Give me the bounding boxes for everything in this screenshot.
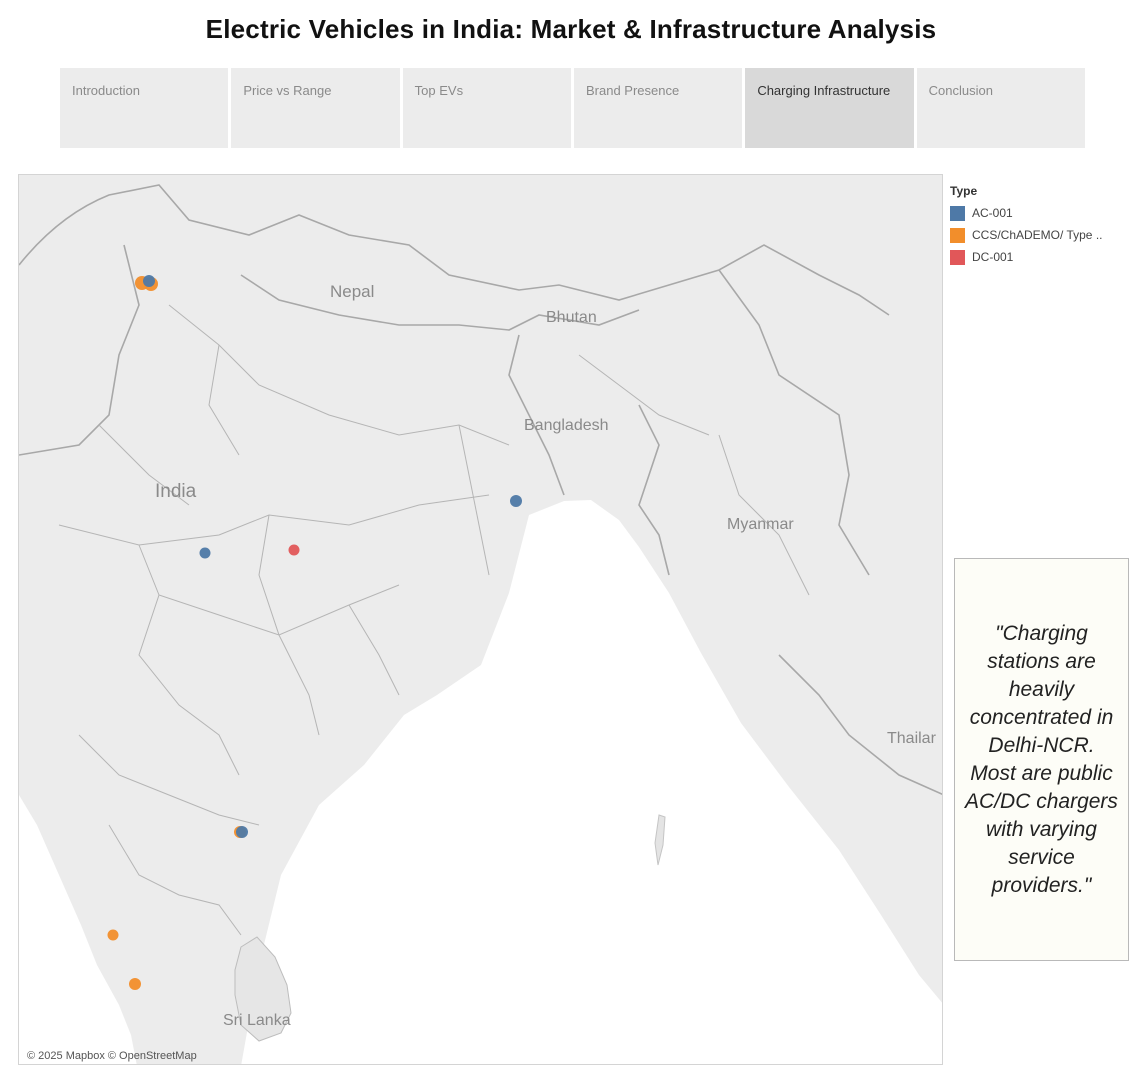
legend-item-ac-001[interactable]: AC-001 — [950, 202, 1130, 224]
legend-swatch — [950, 249, 965, 265]
country-label-bhutan: Bhutan — [546, 309, 597, 326]
type-legend: Type AC-001 CCS/ChADEMO/ Type .. DC-001 — [950, 184, 1130, 268]
legend-item-ccs-chademo[interactable]: CCS/ChADEMO/ Type .. — [950, 224, 1130, 246]
story-tabs: Introduction Price vs Range Top EVs Bran… — [60, 68, 1085, 148]
charging-station-map[interactable]: Nepal Bhutan Bangladesh India Myanmar Th… — [18, 174, 943, 1065]
country-label-sri-lanka: Sri Lanka — [223, 1012, 291, 1029]
legend-label: AC-001 — [972, 206, 1013, 220]
station-marker[interactable] — [129, 978, 141, 990]
station-marker[interactable] — [143, 275, 155, 287]
tab-charging-infrastructure[interactable]: Charging Infrastructure — [745, 68, 914, 148]
state-borders — [58, 304, 810, 936]
tab-top-evs[interactable]: Top EVs — [402, 68, 571, 148]
country-label-bangladesh: Bangladesh — [524, 417, 609, 434]
legend-label: CCS/ChADEMO/ Type .. — [972, 228, 1103, 242]
legend-item-dc-001[interactable]: DC-001 — [950, 246, 1130, 268]
tab-brand-presence[interactable]: Brand Presence — [573, 68, 743, 148]
sri-lanka-landmass — [234, 936, 292, 1042]
legend-swatch — [950, 227, 965, 243]
andaman-islands — [654, 814, 666, 866]
country-label-thailand: Thailar — [887, 730, 937, 747]
country-borders — [19, 184, 942, 795]
legend-title: Type — [950, 184, 978, 198]
legend-swatch — [950, 205, 965, 221]
legend-label: DC-001 — [972, 250, 1014, 264]
insight-note: "Charging stations are heavily concentra… — [954, 558, 1129, 961]
arabian-sea — [19, 795, 137, 1064]
insight-text: "Charging stations are heavily concentra… — [965, 621, 1118, 897]
station-marker[interactable] — [199, 547, 211, 559]
station-marker[interactable] — [510, 495, 522, 507]
country-label-india: India — [155, 481, 197, 502]
station-marker[interactable] — [236, 826, 248, 838]
tab-conclusion[interactable]: Conclusion — [916, 68, 1085, 148]
map-attribution[interactable]: © 2025 Mapbox © OpenStreetMap — [27, 1050, 197, 1062]
station-marker[interactable] — [107, 929, 119, 941]
country-label-myanmar: Myanmar — [727, 516, 794, 533]
station-marker[interactable] — [288, 544, 300, 556]
station-markers[interactable] — [107, 275, 523, 990]
bay-of-bengal — [241, 500, 942, 1064]
map-canvas[interactable]: Nepal Bhutan Bangladesh India Myanmar Th… — [19, 175, 943, 1065]
tab-price-vs-range[interactable]: Price vs Range — [231, 68, 400, 148]
tab-introduction[interactable]: Introduction — [60, 68, 229, 148]
dashboard-title: Electric Vehicles in India: Market & Inf… — [205, 14, 937, 44]
country-label-nepal: Nepal — [330, 282, 374, 301]
